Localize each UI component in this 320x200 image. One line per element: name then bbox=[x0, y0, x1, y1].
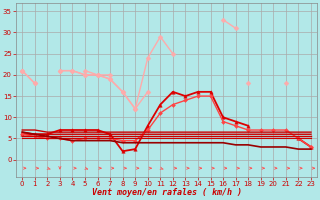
X-axis label: Vent moyen/en rafales ( km/h ): Vent moyen/en rafales ( km/h ) bbox=[92, 188, 242, 197]
